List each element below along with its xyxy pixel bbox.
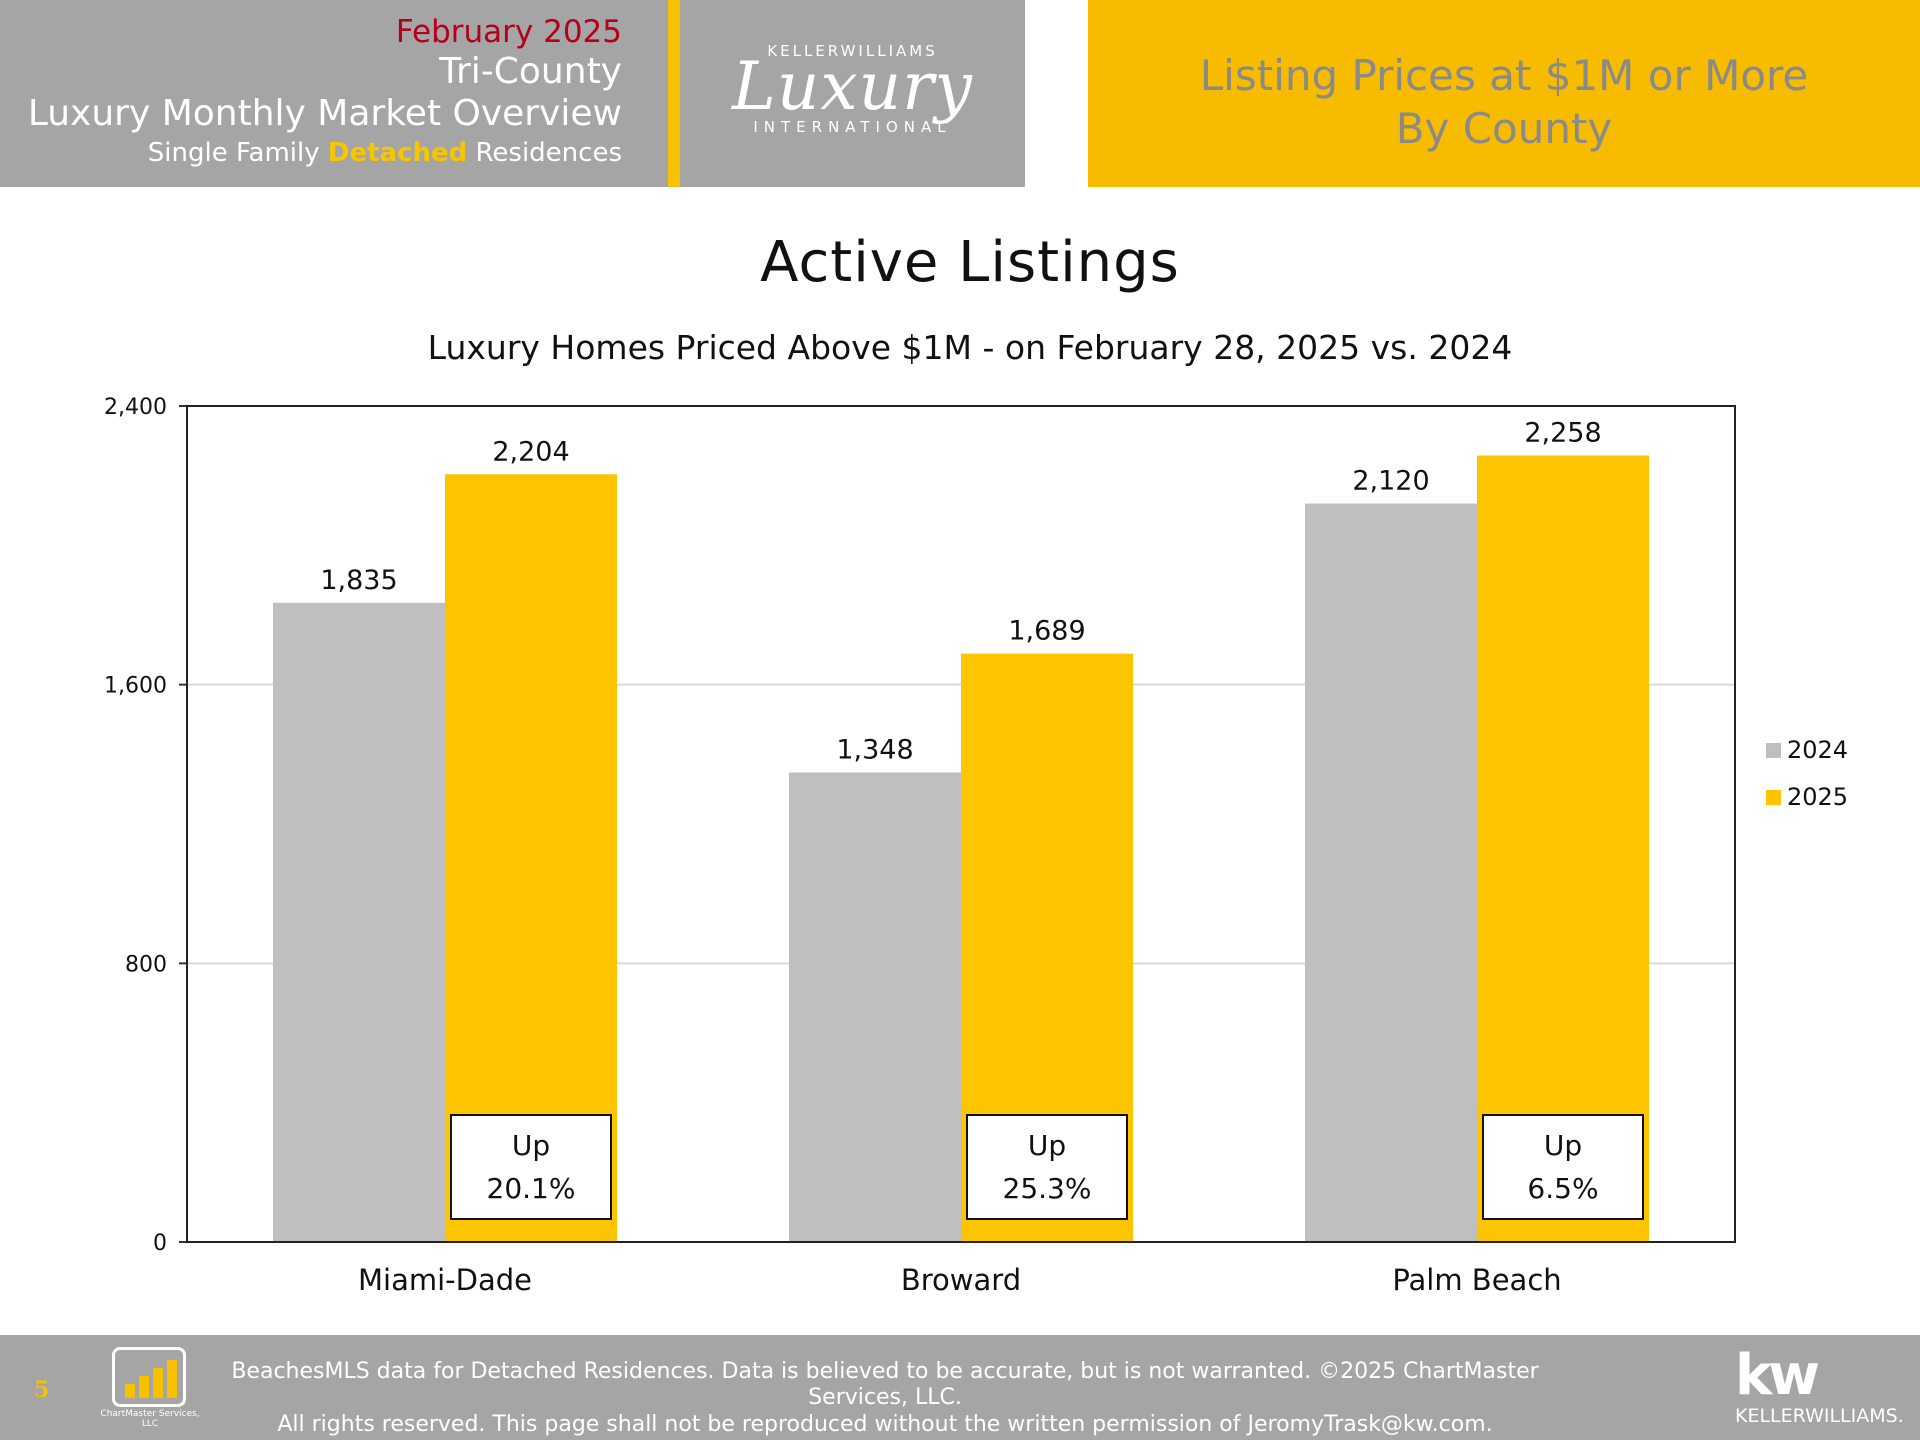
section-heading-line1: Listing Prices at $1M or More (1199, 51, 1809, 100)
section-heading-line2: By County (1395, 103, 1613, 153)
data-label: 2,204 (492, 436, 569, 467)
logo-bar (125, 1384, 135, 1398)
x-category-label: Palm Beach (1392, 1263, 1561, 1297)
page-number: 5 (34, 1377, 50, 1403)
annotation-direction: Up (1028, 1129, 1066, 1162)
report-month: February 2025 (395, 14, 622, 50)
y-tick-label: 800 (125, 952, 167, 977)
bar-2024 (789, 772, 961, 1242)
disclaimer-line2: All rights reserved. This page shall not… (277, 1411, 1493, 1437)
report-title: Luxury Monthly Market Overview (27, 93, 622, 135)
bar-2025 (1477, 455, 1649, 1242)
subtitle-highlight: Detached (327, 137, 468, 168)
y-tick-label: 2,400 (104, 395, 167, 420)
chartmaster-logo-text: ChartMaster Services, LLC (100, 1409, 200, 1430)
header-divider-stripe (668, 0, 680, 187)
logo-bar (167, 1360, 177, 1398)
x-category-label: Miami-Dade (358, 1263, 532, 1297)
plot-frame (186, 405, 1736, 1243)
report-subtitle: Single Family Detached Residences (28, 138, 622, 169)
kw-logo-name: KELLERWILLIAMS. (1735, 1405, 1904, 1427)
header-left-panel: February 2025 Tri-County Luxury Monthly … (0, 0, 668, 187)
logo-bar (139, 1376, 149, 1398)
annotation-percent: 25.3% (1003, 1172, 1092, 1205)
kw-luxury-logo: KELLERWILLIAMS Luxury INTERNATIONAL (680, 0, 1025, 187)
y-tick-label: 1,600 (104, 674, 167, 699)
logo-bar (153, 1368, 163, 1398)
legend-swatch (1766, 743, 1781, 758)
chart-subtitle: Luxury Homes Priced Above $1M - on Febru… (427, 328, 1513, 367)
data-label: 1,835 (320, 565, 397, 596)
chartmaster-logo-icon (112, 1347, 186, 1407)
header-right-panel: Listing Prices at $1M or More By County (1088, 0, 1920, 187)
data-label: 2,258 (1524, 417, 1601, 448)
header-title-block: February 2025 Tri-County Luxury Monthly … (28, 14, 622, 168)
data-label: 1,348 (836, 734, 913, 765)
change-annotation-box (1482, 1114, 1644, 1220)
section-heading: Listing Prices at $1M or More By County (1088, 50, 1920, 155)
subtitle-prefix: Single Family (147, 137, 328, 168)
legend-label: 2024 (1787, 736, 1848, 764)
x-category-label: Broward (901, 1263, 1021, 1297)
chart-title: Active Listings (760, 230, 1180, 295)
logo-bottom-text: INTERNATIONAL (753, 118, 952, 136)
legend-swatch (1766, 790, 1781, 805)
footer-disclaimer: BeachesMLS data for Detached Residences.… (210, 1359, 1560, 1438)
change-annotation-box (966, 1114, 1128, 1220)
bar-2024 (1305, 503, 1477, 1242)
kw-logo-mark: kw (1735, 1343, 1820, 1408)
data-label: 1,689 (1008, 616, 1085, 647)
data-label: 2,120 (1352, 466, 1429, 497)
annotation-percent: 6.5% (1527, 1172, 1598, 1205)
subtitle-suffix: Residences (467, 137, 623, 168)
legend-label: 2025 (1787, 783, 1848, 811)
annotation-direction: Up (512, 1129, 550, 1162)
change-annotation-box (450, 1114, 612, 1220)
logo-top-text: KELLERWILLIAMS (767, 42, 938, 60)
logo-main-text: Luxury (732, 48, 973, 125)
y-tick-label: 0 (153, 1231, 167, 1256)
footer: 5 ChartMaster Services, LLC BeachesMLS d… (0, 1335, 1920, 1440)
report-region: Tri-County (439, 50, 622, 92)
annotation-direction: Up (1544, 1129, 1582, 1162)
bar-2024 (273, 602, 445, 1242)
annotation-percent: 20.1% (487, 1172, 576, 1205)
bar-chart: 0 800 1,600 2,400 1,835 2,204 Up 20.1% Miami-Dad… (104, 395, 1848, 1297)
disclaimer-line1: BeachesMLS data for Detached Residences.… (231, 1359, 1539, 1411)
